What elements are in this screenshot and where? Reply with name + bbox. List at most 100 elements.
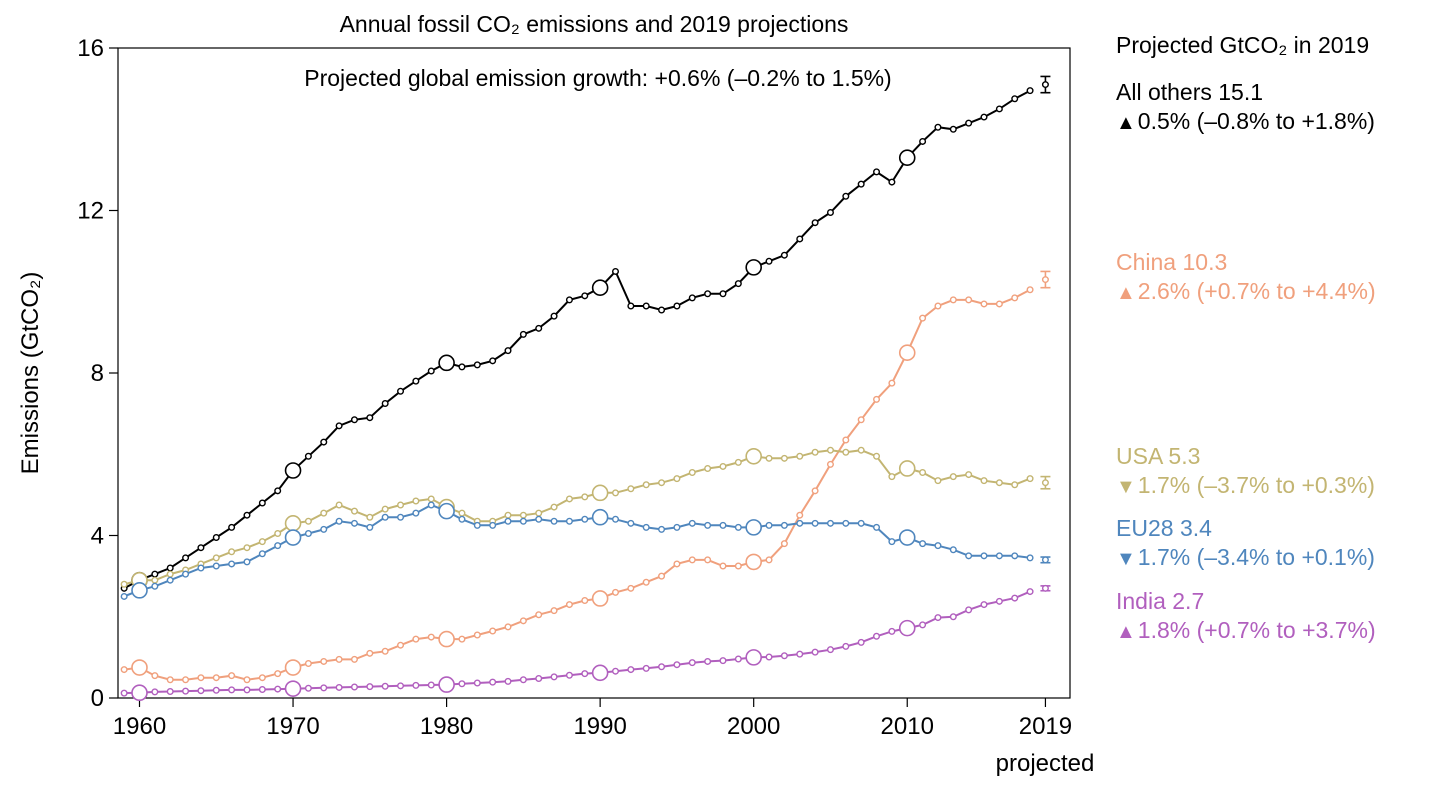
legend-name: All others <box>1116 79 1212 105</box>
data-point-all-others <box>719 290 727 298</box>
data-point-usa <box>980 477 988 485</box>
data-point-all-others <box>965 119 973 127</box>
data-point-all-others <box>745 259 762 276</box>
data-point-usa <box>1026 475 1034 483</box>
data-point-india <box>182 687 190 695</box>
data-point-india <box>591 664 609 682</box>
data-point-china <box>842 436 850 444</box>
data-point-usa <box>780 454 788 462</box>
data-point-india <box>489 678 497 686</box>
y-tick-label: 12 <box>77 198 104 225</box>
x-tick-note: projected <box>996 750 1095 777</box>
data-point-usa <box>796 452 804 460</box>
data-point-india <box>320 684 328 692</box>
data-point-usa <box>888 473 896 481</box>
data-point-usa <box>427 495 435 503</box>
data-point-india <box>304 684 312 692</box>
data-point-eu28 <box>719 521 727 529</box>
data-point-china <box>438 630 455 648</box>
data-point-india <box>1026 588 1034 596</box>
data-point-eu28 <box>120 592 128 600</box>
data-point-india <box>212 686 220 694</box>
data-point-usa <box>335 501 343 509</box>
data-point-all-others <box>535 324 543 332</box>
data-point-china <box>745 553 762 571</box>
legend-name: China <box>1116 249 1177 275</box>
legend-name: EU28 <box>1116 515 1174 541</box>
data-point-eu28 <box>274 542 282 550</box>
data-point-usa <box>258 538 266 546</box>
data-point-all-others <box>412 377 420 385</box>
data-point-all-others <box>550 312 558 320</box>
data-point-all-others <box>197 544 205 552</box>
data-point-india <box>197 687 205 695</box>
data-point-china <box>535 611 543 619</box>
data-point-eu28 <box>412 509 420 517</box>
data-point-china <box>151 672 159 680</box>
data-point-eu28 <box>780 521 788 529</box>
data-point-all-others <box>780 251 788 259</box>
data-point-china <box>197 674 205 682</box>
data-point-india <box>458 680 466 688</box>
data-point-usa <box>1011 481 1019 489</box>
projected-point-all-others <box>1041 81 1049 89</box>
data-point-usa <box>397 501 405 509</box>
data-point-india <box>673 661 681 669</box>
data-point-india <box>949 613 957 621</box>
data-point-india <box>381 682 389 690</box>
data-point-china <box>366 649 374 657</box>
data-point-china <box>873 395 881 403</box>
data-point-eu28 <box>888 538 896 546</box>
data-point-usa <box>504 511 512 519</box>
data-point-india <box>611 667 619 675</box>
x-tick-label: 2010 <box>881 713 934 740</box>
data-point-usa <box>627 485 635 493</box>
series-line-usa <box>123 449 1031 586</box>
data-point-india <box>550 673 558 681</box>
data-point-eu28 <box>458 515 466 523</box>
data-point-all-others <box>350 416 358 424</box>
data-point-usa <box>842 448 850 456</box>
data-point-china <box>627 584 635 592</box>
data-point-all-others <box>611 267 619 275</box>
data-point-all-others <box>704 290 712 298</box>
data-point-china <box>857 416 865 424</box>
legend-entry-china: China 10.3 ▲2.6% (+0.7% to +4.4%) <box>1116 248 1376 308</box>
data-point-eu28 <box>366 523 374 531</box>
data-point-usa <box>995 479 1003 487</box>
legend-entry-usa: USA 5.3 ▼1.7% (–3.7% to +0.3%) <box>1116 442 1375 502</box>
data-point-china <box>965 296 973 304</box>
data-point-china <box>658 572 666 580</box>
chart-subtitle: Projected global emission growth: +0.6% … <box>304 65 891 91</box>
data-point-china <box>458 635 466 643</box>
data-point-india <box>780 652 788 660</box>
data-point-all-others <box>949 125 957 133</box>
data-point-india <box>427 681 435 689</box>
data-point-all-others <box>591 279 609 296</box>
legend-name: USA <box>1116 443 1163 469</box>
legend-value: 3.4 <box>1179 515 1212 541</box>
data-point-eu28 <box>642 523 650 531</box>
data-point-usa <box>919 469 927 477</box>
projected-point-china <box>1041 276 1049 284</box>
data-point-usa <box>949 473 957 481</box>
data-point-india <box>980 601 988 609</box>
data-point-india <box>519 676 527 684</box>
data-point-usa <box>673 475 681 483</box>
data-point-india <box>350 683 358 691</box>
data-point-usa <box>704 464 712 472</box>
data-point-india <box>658 663 666 671</box>
data-point-china <box>550 607 558 615</box>
data-point-india <box>826 646 834 654</box>
data-point-eu28 <box>627 519 635 527</box>
data-point-india <box>131 684 148 702</box>
data-point-china <box>304 659 312 667</box>
data-point-eu28 <box>673 523 681 531</box>
data-point-usa <box>965 471 973 479</box>
data-point-china <box>704 556 712 564</box>
data-point-usa <box>243 544 251 552</box>
data-point-all-others <box>826 209 834 217</box>
legend-growth: 2.6% (+0.7% to +4.4%) <box>1137 278 1376 304</box>
data-point-usa <box>565 495 573 503</box>
